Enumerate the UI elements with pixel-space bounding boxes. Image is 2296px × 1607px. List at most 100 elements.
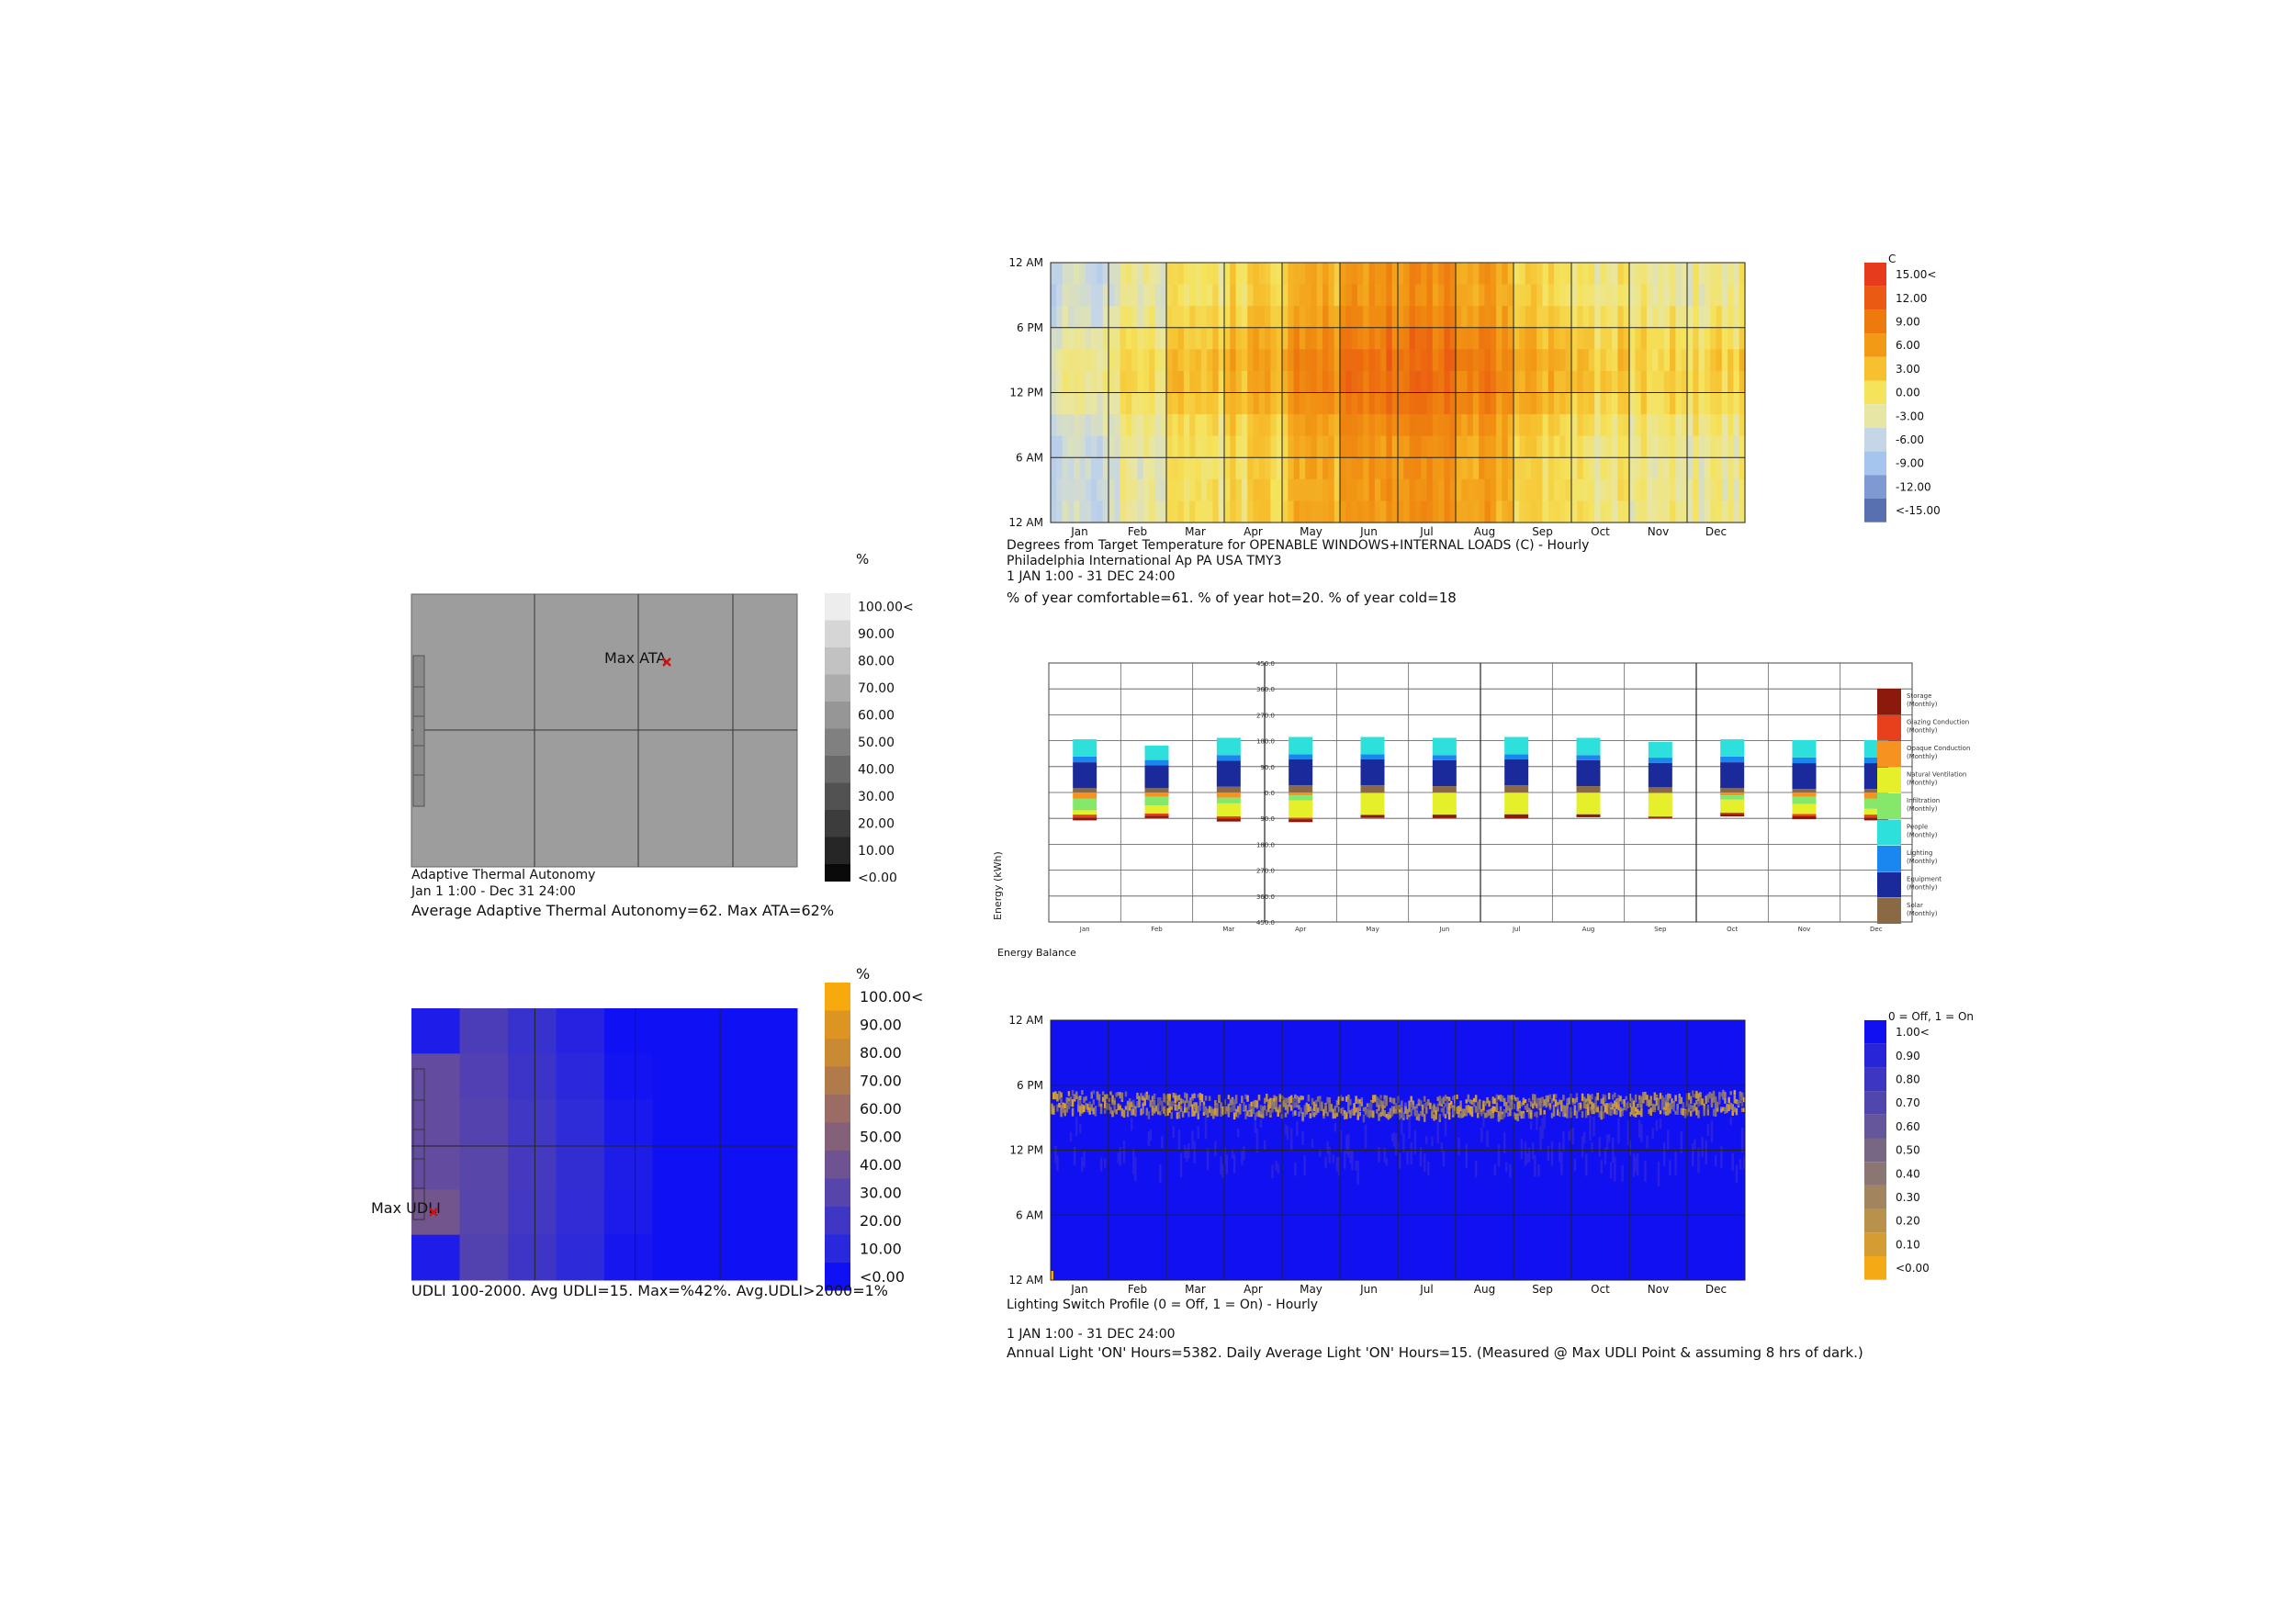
lighting-cell	[1147, 1131, 1151, 1146]
temperature-cell	[1502, 414, 1509, 437]
lighting-cell	[1488, 1109, 1491, 1116]
lighting-cell	[1642, 1092, 1645, 1099]
temperature-cell	[1067, 457, 1075, 480]
temperature-cell	[1288, 327, 1295, 350]
temperature-cell	[1479, 349, 1486, 372]
lighting-cell	[1054, 1145, 1057, 1164]
temperature-cell	[1542, 478, 1549, 502]
lighting-cell	[1307, 1095, 1311, 1102]
lighting-cell	[1326, 1141, 1329, 1154]
lighting-cell	[1585, 1098, 1588, 1103]
temperature-cell	[1721, 284, 1728, 307]
lighting-cell	[1417, 1100, 1421, 1107]
temperature-cell	[1074, 327, 1081, 350]
temperature-cell	[1183, 263, 1190, 286]
temperature-cell	[1316, 392, 1323, 415]
temperature-cell	[1490, 500, 1497, 523]
lighting-cell	[1682, 1106, 1685, 1113]
lighting-cell	[1255, 1112, 1259, 1117]
lighting-cell	[1731, 1104, 1734, 1111]
lighting-cell	[1358, 1099, 1362, 1106]
temperature-cell	[1316, 370, 1323, 394]
temperature-cell	[1241, 414, 1248, 437]
temperature-cell	[1305, 478, 1312, 502]
temperature-cell	[1316, 284, 1323, 307]
ata-max-marker-icon	[662, 657, 671, 667]
temperature-cell	[1461, 500, 1469, 523]
temperature-cell	[1467, 392, 1474, 415]
temperature-cell	[1374, 392, 1381, 415]
lighting-cell	[1379, 1111, 1382, 1118]
temperature-cell	[1056, 370, 1064, 394]
lighting-cell	[1355, 1160, 1357, 1171]
temperature-cell	[1351, 284, 1358, 307]
temperature-x-tick: Dec	[1705, 525, 1727, 538]
lighting-cell	[1657, 1106, 1660, 1111]
lighting-cell	[1126, 1104, 1130, 1111]
energy-bar-segment	[1144, 745, 1169, 760]
udli-cell	[748, 1008, 798, 1054]
lighting-legend-label: 0.20	[1896, 1215, 1920, 1228]
temperature-cell	[1311, 263, 1318, 286]
temperature-cell	[1490, 457, 1497, 480]
lighting-cell	[1328, 1104, 1331, 1112]
lighting-cell	[1476, 1104, 1480, 1113]
energy-legend-label: Equipment	[1907, 876, 1941, 883]
temperature-cell	[1559, 457, 1567, 480]
temperature-cell	[1652, 263, 1660, 286]
temperature-cell	[1062, 500, 1069, 523]
lighting-cell	[1383, 1095, 1386, 1102]
temperature-cell	[1542, 263, 1549, 286]
temperature-cell	[1218, 392, 1225, 415]
temperature-cell	[1356, 500, 1364, 523]
lighting-cell	[1216, 1112, 1219, 1117]
temperature-cell	[1461, 414, 1469, 437]
temperature-cell	[1062, 327, 1069, 350]
ata-legend-label: 90.00	[858, 627, 895, 642]
temperature-cell	[1102, 457, 1109, 480]
temperature-cell	[1109, 327, 1115, 350]
temperature-cell	[1502, 500, 1509, 523]
lighting-cell	[1503, 1131, 1506, 1153]
energy-bar-segment	[1863, 757, 1888, 764]
temperature-cell	[1739, 478, 1746, 502]
temperature-cell	[1356, 327, 1364, 350]
temperature-cell	[1681, 500, 1688, 523]
temperature-cell	[1571, 478, 1578, 502]
lighting-cell	[1695, 1107, 1698, 1116]
lighting-cell	[1600, 1106, 1604, 1112]
lighting-cell	[1543, 1109, 1546, 1118]
temperature-cell	[1525, 327, 1532, 350]
temperature-cell	[1258, 349, 1266, 372]
temperature-cell	[1293, 500, 1300, 523]
temperature-cell	[1490, 370, 1497, 394]
temperature-cell	[1085, 500, 1092, 523]
temperature-cell	[1600, 370, 1607, 394]
lighting-cell	[1480, 1111, 1483, 1117]
temperature-cell	[1356, 306, 1364, 329]
temperature-cell	[1062, 370, 1069, 394]
energy-legend-label: Infiltration	[1907, 797, 1940, 804]
lighting-cell	[1101, 1091, 1105, 1096]
lighting-cell	[1484, 1112, 1487, 1118]
lighting-cell	[1085, 1096, 1087, 1101]
temperature-x-tick: Mar	[1185, 525, 1206, 538]
temperature-cell	[1207, 457, 1213, 480]
temperature-cell	[1652, 327, 1660, 350]
temperature-cell	[1097, 414, 1104, 437]
temperature-cell	[1588, 414, 1595, 437]
temperature-cell	[1519, 435, 1526, 458]
temperature-cell	[1235, 349, 1243, 372]
temperature-cell	[1507, 457, 1514, 480]
temperature-cell	[1114, 327, 1121, 350]
temperature-cell	[1091, 306, 1097, 329]
lighting-cell	[1689, 1110, 1693, 1117]
temperature-cell	[1658, 500, 1665, 523]
lighting-cell	[1181, 1099, 1185, 1104]
temperature-cell	[1663, 370, 1671, 394]
temperature-cell	[1334, 327, 1341, 350]
lighting-cell	[1612, 1109, 1615, 1114]
udli-cell	[652, 1189, 702, 1236]
lighting-cell	[1060, 1098, 1063, 1104]
energy-bar-segment	[1863, 808, 1888, 815]
